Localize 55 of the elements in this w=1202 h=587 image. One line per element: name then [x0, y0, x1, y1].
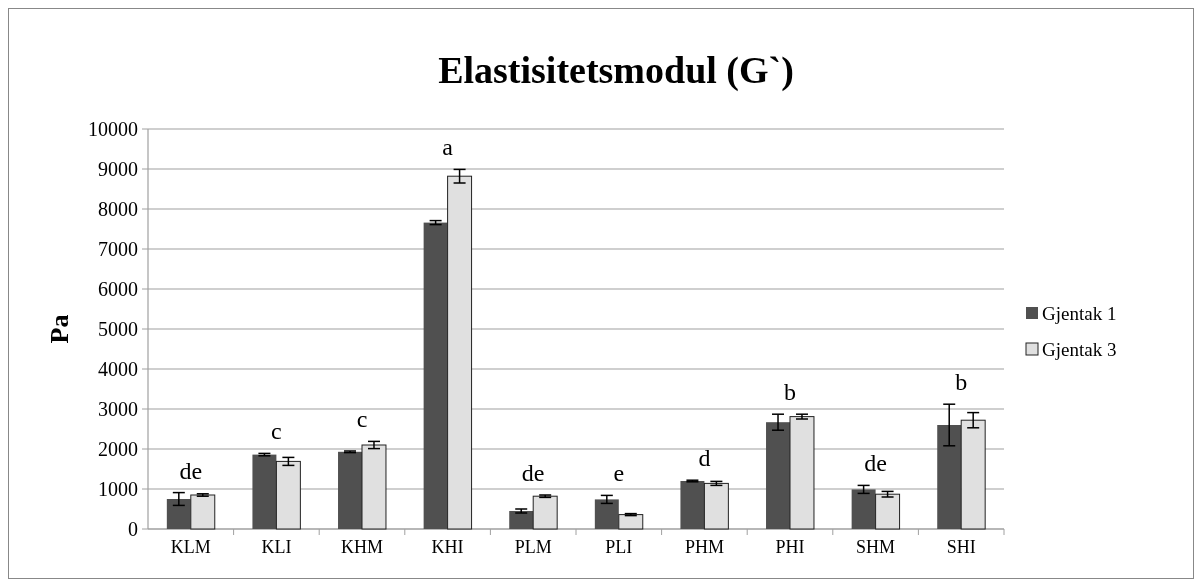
y-tick-label: 5000	[98, 318, 138, 340]
annotation: de	[179, 457, 203, 484]
x-tick-label: PHM	[684, 537, 724, 557]
bar	[618, 514, 644, 530]
bar	[361, 444, 387, 530]
y-tick-label: 0	[128, 518, 138, 540]
annotation: b	[955, 369, 968, 396]
x-tick-label: KHI	[431, 537, 464, 557]
x-tick-label: PLM	[514, 537, 552, 557]
annotation: b	[784, 379, 796, 406]
x-tick-label: SHM	[856, 537, 896, 557]
y-axis-title: Pa	[45, 314, 74, 344]
y-tick-label: 2000	[98, 438, 138, 460]
bar	[680, 481, 705, 529]
bar	[875, 493, 901, 530]
annotation: e	[613, 460, 625, 487]
bar	[338, 451, 362, 529]
x-tick-label: PLI	[605, 537, 633, 557]
annotation: de	[521, 460, 545, 486]
x-tick-label: KLM	[170, 537, 211, 557]
y-tick-label: 1000	[98, 478, 138, 500]
y-tick-label: 8000	[98, 198, 138, 220]
bar	[447, 175, 473, 530]
bar	[166, 499, 191, 529]
y-tick-label: 10000	[88, 118, 138, 140]
y-tick-label: 7000	[98, 238, 138, 260]
bar	[703, 482, 729, 530]
y-tick-label: 3000	[98, 398, 138, 420]
y-tick-label: 4000	[98, 358, 138, 380]
x-tick-label: SHI	[946, 537, 976, 557]
y-tick-label: 9000	[98, 158, 138, 180]
bar	[275, 460, 301, 530]
annotation: de	[864, 450, 887, 477]
bar	[532, 495, 558, 530]
x-tick-label: PHI	[775, 537, 805, 557]
annotation: a	[442, 134, 454, 161]
bar	[789, 416, 815, 530]
annotation: c	[271, 418, 282, 445]
chart-title: Elastisitetsmodul (G`)	[438, 49, 794, 92]
bar	[190, 494, 216, 530]
bar	[509, 511, 534, 529]
annotation: d	[698, 445, 711, 472]
annotation: c	[356, 406, 368, 433]
bar	[960, 419, 986, 530]
bar	[937, 425, 962, 529]
y-tick-label: 6000	[98, 278, 138, 300]
bar	[766, 422, 790, 529]
bar	[252, 454, 277, 529]
x-tick-label: KLI	[261, 537, 292, 557]
legend-label: Gjentak 1	[1042, 302, 1117, 324]
legend-label: Gjentak 3	[1042, 338, 1117, 360]
bar	[594, 499, 619, 529]
bar	[851, 489, 876, 529]
bar	[423, 222, 448, 529]
x-tick-label: KHM	[340, 537, 384, 557]
